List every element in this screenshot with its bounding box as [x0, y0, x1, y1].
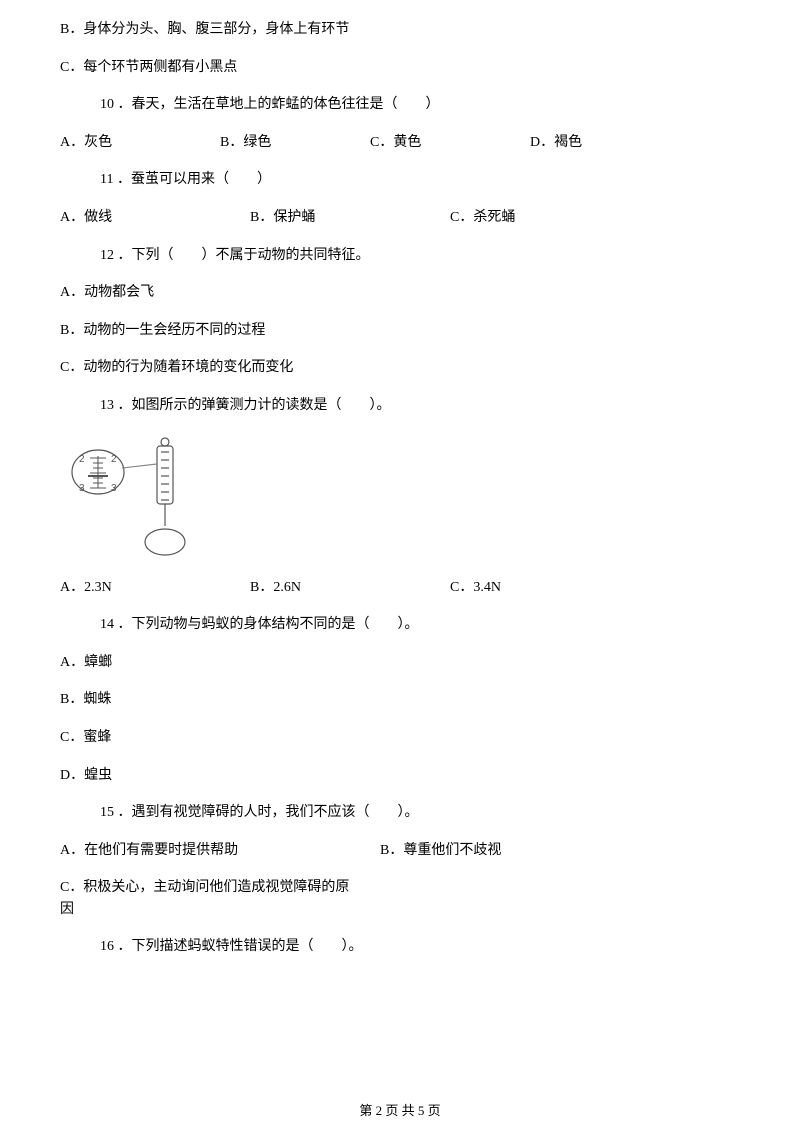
q15-opt-b: B．尊重他们不歧视: [380, 841, 640, 861]
q14-stem: 14 ．下列动物与蚂蚁的身体结构不同的是（ ）。: [60, 615, 740, 635]
q15-stem: 15 ．遇到有视觉障碍的人时，我们不应该（ ）。: [60, 803, 740, 823]
q10-stem: 10 ．春天，生活在草地上的蚱蜢的体色往往是（ ）: [60, 95, 740, 115]
q13-opt-c: C．3.4N: [450, 578, 610, 598]
q10-opt-d: D．褐色: [530, 133, 650, 153]
q11-opt-c: C．杀死蛹: [450, 208, 610, 228]
q15-options-row1: A．在他们有需要时提供帮助 B．尊重他们不歧视: [60, 841, 740, 861]
q10-opt-b: B．绿色: [220, 133, 370, 153]
q15-opt-a: A．在他们有需要时提供帮助: [60, 841, 380, 861]
q14-opt-a: A．蟑螂: [60, 653, 740, 673]
q14-opt-d: D．蝗虫: [60, 766, 740, 786]
q13-stem: 13 ．如图所示的弹簧测力计的读数是（ ）。: [60, 396, 740, 416]
spring-scale-figure: 2 2 3 3: [70, 434, 740, 564]
zoom-label-3r: 3: [111, 483, 117, 494]
q12-opt-a: A．动物都会飞: [60, 283, 740, 303]
q11-options: A．做线 B．保护蛹 C．杀死蛹: [60, 208, 740, 228]
q11-opt-b: B．保护蛹: [250, 208, 450, 228]
q13-opt-b: B．2.6N: [250, 578, 450, 598]
zoom-label-2r: 2: [111, 454, 117, 465]
q14-opt-b: B．蜘蛛: [60, 690, 740, 710]
q11-stem: 11 ．蚕茧可以用来（ ）: [60, 170, 740, 190]
q12-opt-c: C．动物的行为随着环境的变化而变化: [60, 358, 740, 378]
zoom-label-2l: 2: [79, 454, 85, 465]
q10-opt-c: C．黄色: [370, 133, 530, 153]
q12-stem: 12 ．下列（ ）不属于动物的共同特征。: [60, 246, 740, 266]
page-footer: 第 2 页 共 5 页: [0, 1102, 800, 1120]
partial-option-b: B．身体分为头、胸、腹三部分，身体上有环节: [60, 20, 740, 40]
q10-options: A．灰色 B．绿色 C．黄色 D．褐色: [60, 133, 740, 153]
partial-option-c: C．每个环节两侧都有小黑点: [60, 58, 740, 78]
q14-opt-c: C．蜜蜂: [60, 728, 740, 748]
q10-opt-a: A．灰色: [60, 133, 220, 153]
q16-stem: 16 ．下列描述蚂蚁特性错误的是（ ）。: [60, 937, 740, 957]
q12-opt-b: B．动物的一生会经历不同的过程: [60, 321, 740, 341]
q15-opt-c-line2: 因: [60, 900, 740, 920]
q13-options: A．2.3N B．2.6N C．3.4N: [60, 578, 740, 598]
zoom-label-3l: 3: [79, 483, 85, 494]
q11-opt-a: A．做线: [60, 208, 250, 228]
q15-opt-c-line1: C．积极关心，主动询问他们造成视觉障碍的原: [60, 878, 740, 898]
q13-opt-a: A．2.3N: [60, 578, 250, 598]
